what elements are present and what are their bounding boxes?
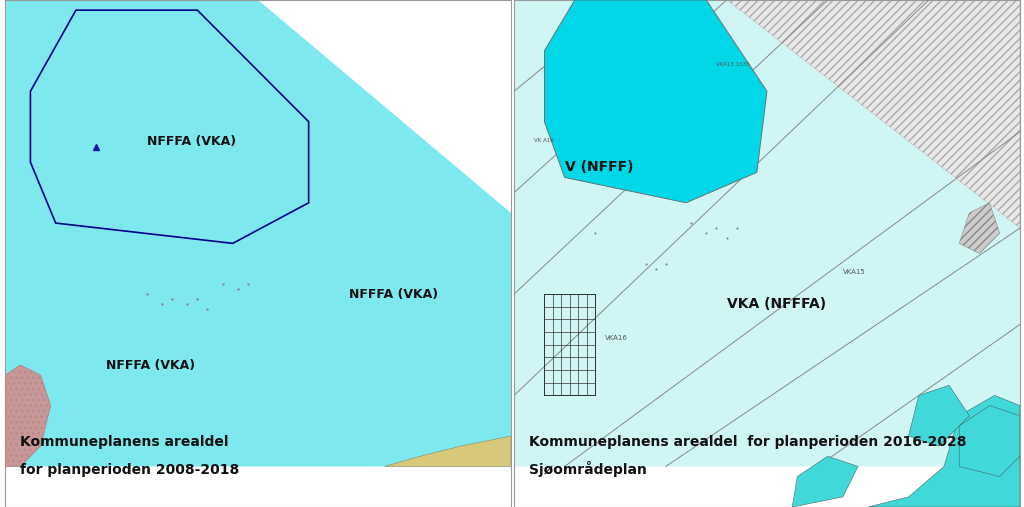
Text: NFFFA (VKA): NFFFA (VKA) — [106, 358, 196, 372]
Polygon shape — [31, 10, 308, 243]
Polygon shape — [726, 0, 1020, 228]
Text: Kommuneplanens arealdel: Kommuneplanens arealdel — [20, 434, 228, 449]
Polygon shape — [959, 203, 999, 254]
Polygon shape — [959, 406, 1020, 477]
Text: VK A16: VK A16 — [535, 138, 554, 143]
Polygon shape — [5, 365, 50, 466]
Polygon shape — [793, 456, 858, 507]
Polygon shape — [514, 0, 1020, 466]
Text: Sjøområdeplan: Sjøområdeplan — [529, 460, 647, 477]
Text: V (NFFF): V (NFFF) — [564, 160, 633, 174]
Polygon shape — [5, 0, 511, 466]
Bar — [545, 294, 595, 395]
Text: NFFFA (VKA): NFFFA (VKA) — [349, 287, 438, 301]
Text: VKA16: VKA16 — [605, 335, 628, 341]
Text: VKA (NFFFA): VKA (NFFFA) — [726, 297, 825, 311]
Polygon shape — [868, 395, 1020, 507]
Polygon shape — [385, 436, 511, 466]
Polygon shape — [545, 0, 767, 203]
Text: NFFFA (VKA): NFFFA (VKA) — [146, 135, 236, 149]
Polygon shape — [908, 385, 970, 446]
Text: for planperioden 2008-2018: for planperioden 2008-2018 — [20, 462, 240, 477]
Text: Kommuneplanens arealdel  for planperioden 2016-2028: Kommuneplanens arealdel for planperioden… — [529, 434, 967, 449]
Text: VKA15: VKA15 — [843, 269, 865, 275]
Text: VKA13 1535: VKA13 1535 — [717, 62, 750, 67]
